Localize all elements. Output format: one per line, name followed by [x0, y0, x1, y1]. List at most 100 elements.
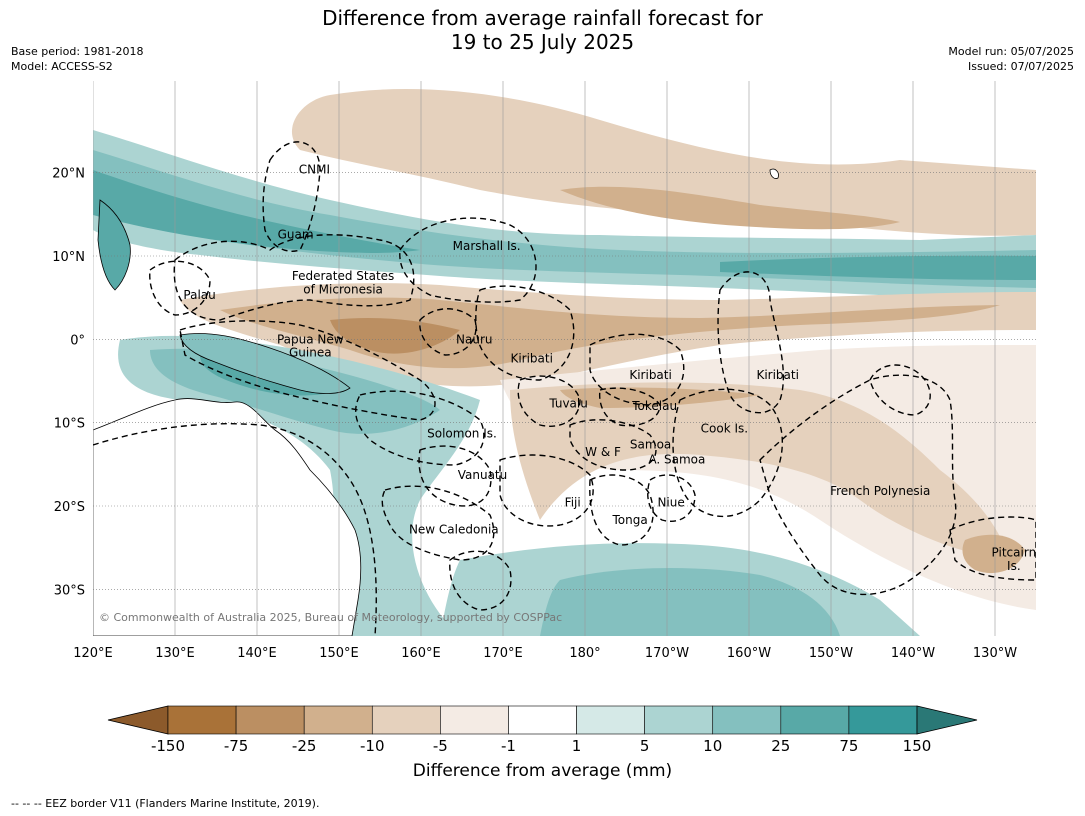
longitude-tick-label: 170°W	[645, 646, 689, 661]
place-label: Federated States	[292, 269, 394, 283]
place-label: Marshall Is.	[453, 239, 521, 253]
colorbar-tick-label: 150	[903, 737, 932, 755]
colorbar-tick-label: 25	[771, 737, 790, 755]
place-label: Papua New	[277, 332, 344, 346]
eez-border-png	[179, 320, 436, 421]
longitude-tick-label: 160°W	[727, 646, 771, 661]
eez-border-kiribati-gilberts	[475, 285, 575, 381]
place-label: Guinea	[289, 346, 332, 360]
place-label: Tuvalu	[548, 397, 588, 411]
colorbar-tick-label: -1	[501, 737, 516, 755]
longitude-tick-label: 140°W	[891, 646, 935, 661]
latitude-tick-label: 10°N	[52, 250, 85, 265]
eez-border-micronesia	[173, 234, 415, 321]
place-label: Samoa	[630, 437, 671, 451]
colorbar-tick-label: 1	[572, 737, 582, 755]
place-label: Tonga	[611, 513, 647, 527]
model-run: Model run: 05/07/2025	[948, 45, 1074, 58]
eez-border-tonga	[589, 474, 654, 546]
colorbar-swatch	[235, 705, 305, 735]
colorbar-tick-label: -75	[224, 737, 249, 755]
place-label: Nauru	[456, 332, 492, 346]
longitude-tick-label: 140°E	[237, 646, 277, 661]
colorbar-extend-low	[107, 705, 169, 735]
latitude-tick-label: 20°N	[52, 167, 85, 182]
eez-border-french-polynesia-north	[869, 364, 931, 416]
philippines-land	[97, 199, 131, 291]
eez-border-cook-islands	[672, 388, 783, 517]
colorbar-swatch	[848, 705, 918, 735]
eez-border-kiribati-phoenix	[589, 333, 685, 406]
colorbar-tick-label: 75	[839, 737, 858, 755]
colorbar-tick-label: -25	[292, 737, 317, 755]
colorbar-tick-label: -150	[151, 737, 185, 755]
new-guinea-land	[179, 333, 351, 394]
eez-border-palau	[149, 260, 211, 316]
anomaly-region-north-brown	[291, 89, 1036, 236]
latitude-ticks: 20°N 10°N 0° 10°S 20°S 30°S	[52, 167, 85, 599]
anomaly-region-spcz-brown-core	[560, 387, 760, 408]
hawaii-land	[769, 168, 779, 179]
colorbar-swatch	[303, 705, 373, 735]
place-label: Cook Is.	[701, 422, 748, 436]
colorbar-swatch	[780, 705, 850, 735]
latitude-tick-label: 20°S	[54, 500, 85, 515]
latitude-tick-label: 30°S	[54, 583, 85, 598]
latitude-tick-label: 0°	[70, 333, 85, 348]
place-label: CNMI	[299, 162, 330, 176]
anomaly-region-pitcairn-brown	[962, 534, 1025, 574]
eez-footnote: -- -- -- EEZ border V11 (Flanders Marine…	[11, 797, 320, 810]
place-label: Vanuatu	[458, 468, 508, 482]
copyright-text: © Commonwealth of Australia 2025, Bureau…	[99, 611, 562, 624]
longitude-tick-label: 170°E	[483, 646, 523, 661]
place-label: Palau	[183, 288, 215, 302]
title-line-2: 19 to 25 July 2025	[450, 30, 635, 54]
eez-border-pitcairn	[949, 516, 1036, 581]
anomaly-region-spcz-brown	[510, 382, 1010, 560]
longitude-tick-label: 130°W	[973, 646, 1017, 661]
anomaly-region-north-brown-core	[560, 186, 900, 230]
colorbar-tick-label: -10	[360, 737, 385, 755]
issued-date: Issued: 07/07/2025	[967, 60, 1074, 73]
colorbar-swatch	[712, 705, 782, 735]
longitude-tick-label: 160°E	[401, 646, 441, 661]
place-label: Kiribati	[756, 368, 798, 382]
place-label: Is.	[1007, 559, 1021, 573]
place-label: New Caledonia	[409, 522, 499, 536]
place-label: A. Samoa	[648, 452, 705, 466]
longitude-tick-label: 130°E	[155, 646, 195, 661]
eez-border-nauru	[419, 308, 477, 356]
place-label: Guam	[278, 227, 314, 241]
place-label: W & F	[585, 445, 621, 459]
place-label: Pitcairn	[992, 546, 1037, 560]
anomaly-region-itcz-teal	[93, 150, 1036, 288]
base-period: Base period: 1981-2018	[11, 45, 144, 58]
place-label: Tokelau	[631, 399, 677, 413]
colorbar-swatch	[371, 705, 441, 735]
meta-right: Model run: 05/07/2025 Issued: 07/07/2025	[948, 44, 1074, 74]
longitude-tick-label: 150°E	[319, 646, 359, 661]
latitude-tick-label: 10°S	[54, 417, 85, 432]
place-label: of Micronesia	[303, 282, 383, 296]
eez-border-tuvalu	[517, 375, 581, 427]
anomaly-region-itcz-teal-dark-2	[720, 255, 1036, 280]
place-label: Fiji	[565, 496, 581, 510]
eez-border-niue	[647, 474, 696, 522]
colorbar-extend-high	[916, 705, 978, 735]
colorbar-swatch	[167, 705, 237, 735]
colorbar-tick-label: 5	[640, 737, 650, 755]
place-label: Kiribati	[629, 368, 671, 382]
colorbar	[107, 705, 978, 735]
gridlines	[93, 81, 1036, 636]
eez-border-french-polynesia	[759, 374, 957, 596]
eez-borders	[93, 141, 1036, 636]
longitude-tick-label: 150°W	[809, 646, 853, 661]
map-title: Difference from average rainfall forecas…	[0, 6, 1085, 54]
colorbar-swatch	[508, 705, 577, 735]
place-label: Kiribati	[510, 352, 552, 366]
eez-border-guam-cnmi	[262, 141, 321, 252]
place-label: French Polynesia	[830, 484, 930, 498]
longitude-tick-label: 120°E	[73, 646, 113, 661]
